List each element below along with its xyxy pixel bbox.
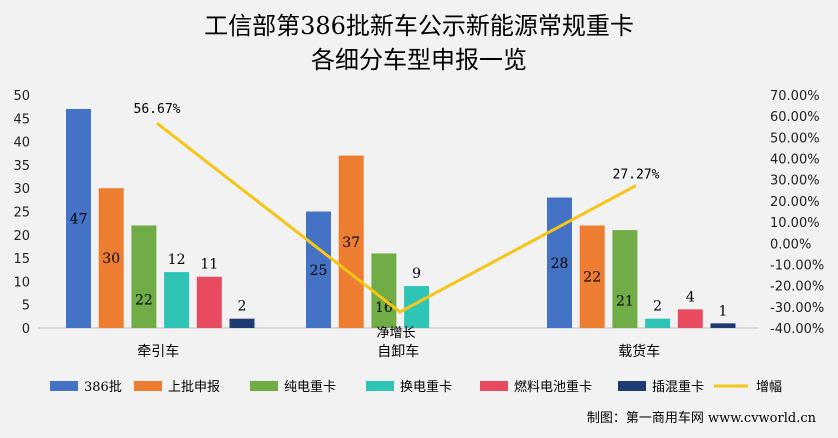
y-left-tick-label: 20 — [13, 229, 30, 244]
line-value-label: 56.67% — [134, 102, 181, 117]
bar — [338, 155, 364, 328]
bar-value-label: 2 — [653, 299, 662, 315]
bar-value-label: 47 — [70, 211, 88, 227]
bar-value-label: 2 — [238, 299, 247, 315]
y-left-tick-label: 15 — [13, 252, 30, 267]
legend-swatch — [366, 381, 394, 391]
y-left-tick-label: 5 — [22, 299, 30, 314]
chart-subtitle: 各细分车型申报一览 — [311, 46, 527, 74]
bar-value-label: 1 — [719, 303, 728, 319]
bar — [98, 188, 124, 328]
legend-swatch — [50, 381, 78, 391]
y-right-tick-label: 20.00% — [770, 195, 820, 210]
y-right-tick-label: 60.00% — [770, 110, 820, 125]
y-left-tick-label: 35 — [13, 159, 30, 174]
y-left-tick-label: 30 — [13, 182, 30, 197]
y-left-tick-label: 10 — [13, 275, 30, 290]
bar-value-label: 37 — [342, 235, 360, 251]
y-right-tick-label: 40.00% — [770, 153, 820, 168]
y-left-tick-label: 45 — [13, 112, 30, 127]
legend-label: 换电重卡 — [400, 379, 452, 395]
chart-title: 工信部第386批新车公示新能源常规重卡 — [204, 12, 634, 40]
legend-swatch — [480, 381, 508, 391]
y-right-tick-label: 0.00% — [770, 237, 811, 252]
bar — [196, 276, 222, 328]
y-right-tick-label: 30.00% — [770, 174, 820, 189]
line-value-label: 27.27% — [613, 168, 660, 183]
y-right-tick-label: -30.00% — [770, 301, 824, 316]
legend-swatch — [250, 381, 278, 391]
bar-value-label: 4 — [686, 289, 695, 305]
credit-text: 制图：第一商用车网 www.cvworld.cn — [586, 411, 816, 426]
bar — [579, 225, 605, 328]
y-right-tick-label: 10.00% — [770, 216, 820, 231]
bar — [710, 323, 736, 328]
bar — [229, 318, 255, 328]
bar — [677, 309, 703, 328]
bar-value-label: 25 — [310, 263, 328, 279]
category-label: 自卸车 — [377, 343, 419, 360]
legend-label: 纯电重卡 — [284, 379, 336, 395]
category-label: 载货车 — [618, 343, 660, 360]
legend-label: 386批 — [84, 380, 122, 395]
line-value-label: 净增长 — [376, 326, 415, 341]
legend-swatch — [618, 381, 646, 391]
bar-value-label: 11 — [200, 257, 218, 273]
bar-value-label: 22 — [135, 292, 153, 308]
bar-value-label: 12 — [168, 252, 186, 268]
bar — [306, 211, 331, 328]
y-left-tick-label: 25 — [13, 206, 30, 221]
y-right-tick-label: -40.00% — [770, 322, 824, 337]
bar — [612, 230, 638, 328]
legend-label: 燃料电池重卡 — [514, 379, 592, 395]
bar-value-label: 22 — [583, 270, 601, 286]
bar — [131, 225, 157, 328]
bar-value-label: 28 — [551, 256, 569, 272]
y-right-tick-label: -20.00% — [770, 280, 824, 295]
y-left-tick-label: 50 — [13, 89, 30, 104]
bar — [547, 197, 572, 328]
bar-value-label: 9 — [412, 266, 421, 282]
legend-label: 插混重卡 — [652, 379, 704, 395]
bar — [645, 318, 671, 328]
legend-swatch — [134, 381, 162, 391]
y-left-tick-label: 0 — [22, 322, 30, 337]
bar-value-label: 21 — [616, 294, 634, 310]
y-right-tick-label: -10.00% — [770, 258, 824, 273]
bar-value-label: 30 — [102, 251, 120, 267]
bar — [371, 253, 397, 328]
legend-label: 增幅 — [756, 380, 782, 395]
bar — [66, 108, 91, 328]
bar — [164, 272, 190, 328]
y-left-tick-label: 40 — [13, 136, 30, 151]
y-right-tick-label: 70.00% — [770, 89, 820, 104]
category-label: 牵引车 — [137, 343, 179, 360]
legend-label: 上批申报 — [168, 380, 220, 395]
y-right-tick-label: 50.00% — [770, 131, 820, 146]
